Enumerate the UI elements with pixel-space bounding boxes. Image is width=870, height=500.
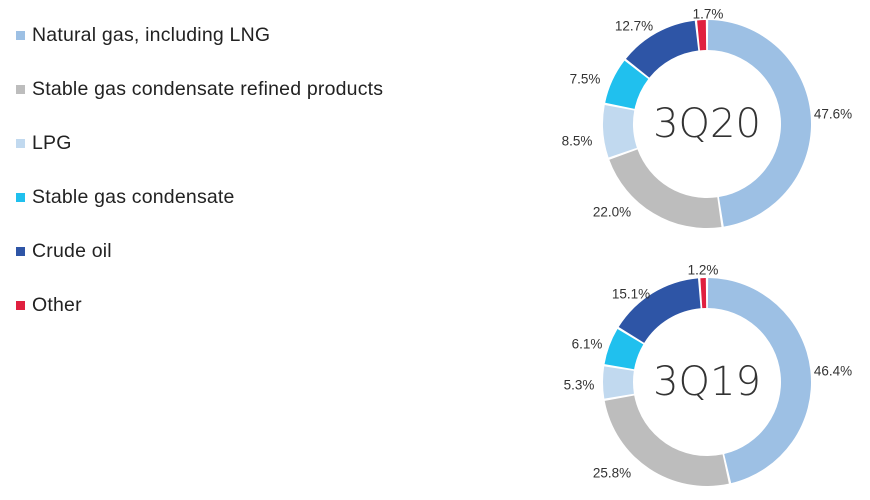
legend-item-other: Other (16, 278, 486, 332)
slice-crude-oil (618, 278, 701, 343)
slice-label-stable-gas-condensate: 6.1% (572, 337, 603, 352)
slice-label-crude-oil: 12.7% (615, 19, 653, 34)
slice-label-natural-gas: 46.4% (814, 364, 852, 379)
legend: Natural gas, including LNG Stable gas co… (16, 8, 486, 332)
slice-lpg (603, 366, 634, 399)
slice-label-refined-products: 25.8% (593, 466, 631, 481)
legend-label: Stable gas condensate refined products (32, 77, 384, 100)
slice-refined-products (604, 395, 729, 486)
slice-label-natural-gas: 47.6% (814, 107, 852, 122)
slice-crude-oil (625, 20, 699, 78)
slice-label-crude-oil: 15.1% (612, 287, 650, 302)
slice-label-stable-gas-condensate: 7.5% (570, 72, 601, 87)
legend-swatch (16, 30, 25, 40)
legend-label: LPG (32, 131, 72, 154)
legend-item-lpg: LPG (16, 116, 486, 170)
slice-natural-gas (707, 278, 812, 484)
donut-center-title: 3Q19 (653, 359, 761, 405)
slice-natural-gas (707, 20, 811, 227)
slice-label-refined-products: 22.0% (593, 205, 631, 220)
legend-swatch (16, 138, 25, 148)
legend-item-crude-oil: Crude oil (16, 224, 486, 278)
legend-swatch (16, 246, 25, 256)
slice-stable-gas-condensate (605, 60, 649, 109)
legend-swatch (16, 84, 25, 94)
legend-label: Crude oil (32, 239, 112, 262)
legend-label: Other (32, 293, 82, 316)
legend-swatch (16, 192, 25, 202)
legend-label: Stable gas condensate (32, 185, 235, 208)
legend-swatch (16, 300, 25, 310)
legend-item-natural-gas: Natural gas, including LNG (16, 8, 486, 62)
slice-stable-gas-condensate (604, 329, 644, 370)
legend-item-stable-gas-condensate: Stable gas condensate (16, 170, 486, 224)
slice-label-lpg: 8.5% (562, 134, 593, 149)
slice-label-other: 1.7% (693, 7, 724, 22)
donut-3q20: 47.6% 22.0% 8.5% 7.5% 12.7% 1.7% 3Q20 (562, 7, 852, 228)
donut-3q19: 46.4% 25.8% 5.3% 6.1% 15.1% 1.2% 3Q19 (564, 263, 852, 486)
slice-refined-products (609, 149, 722, 228)
slice-label-lpg: 5.3% (564, 378, 595, 393)
legend-item-refined-products: Stable gas condensate refined products (16, 62, 486, 116)
slice-other (697, 20, 707, 51)
slice-label-other: 1.2% (688, 263, 719, 278)
slice-other (700, 278, 707, 309)
slice-lpg (603, 105, 637, 158)
legend-label: Natural gas, including LNG (32, 23, 271, 46)
donut-center-title: 3Q20 (653, 101, 761, 147)
